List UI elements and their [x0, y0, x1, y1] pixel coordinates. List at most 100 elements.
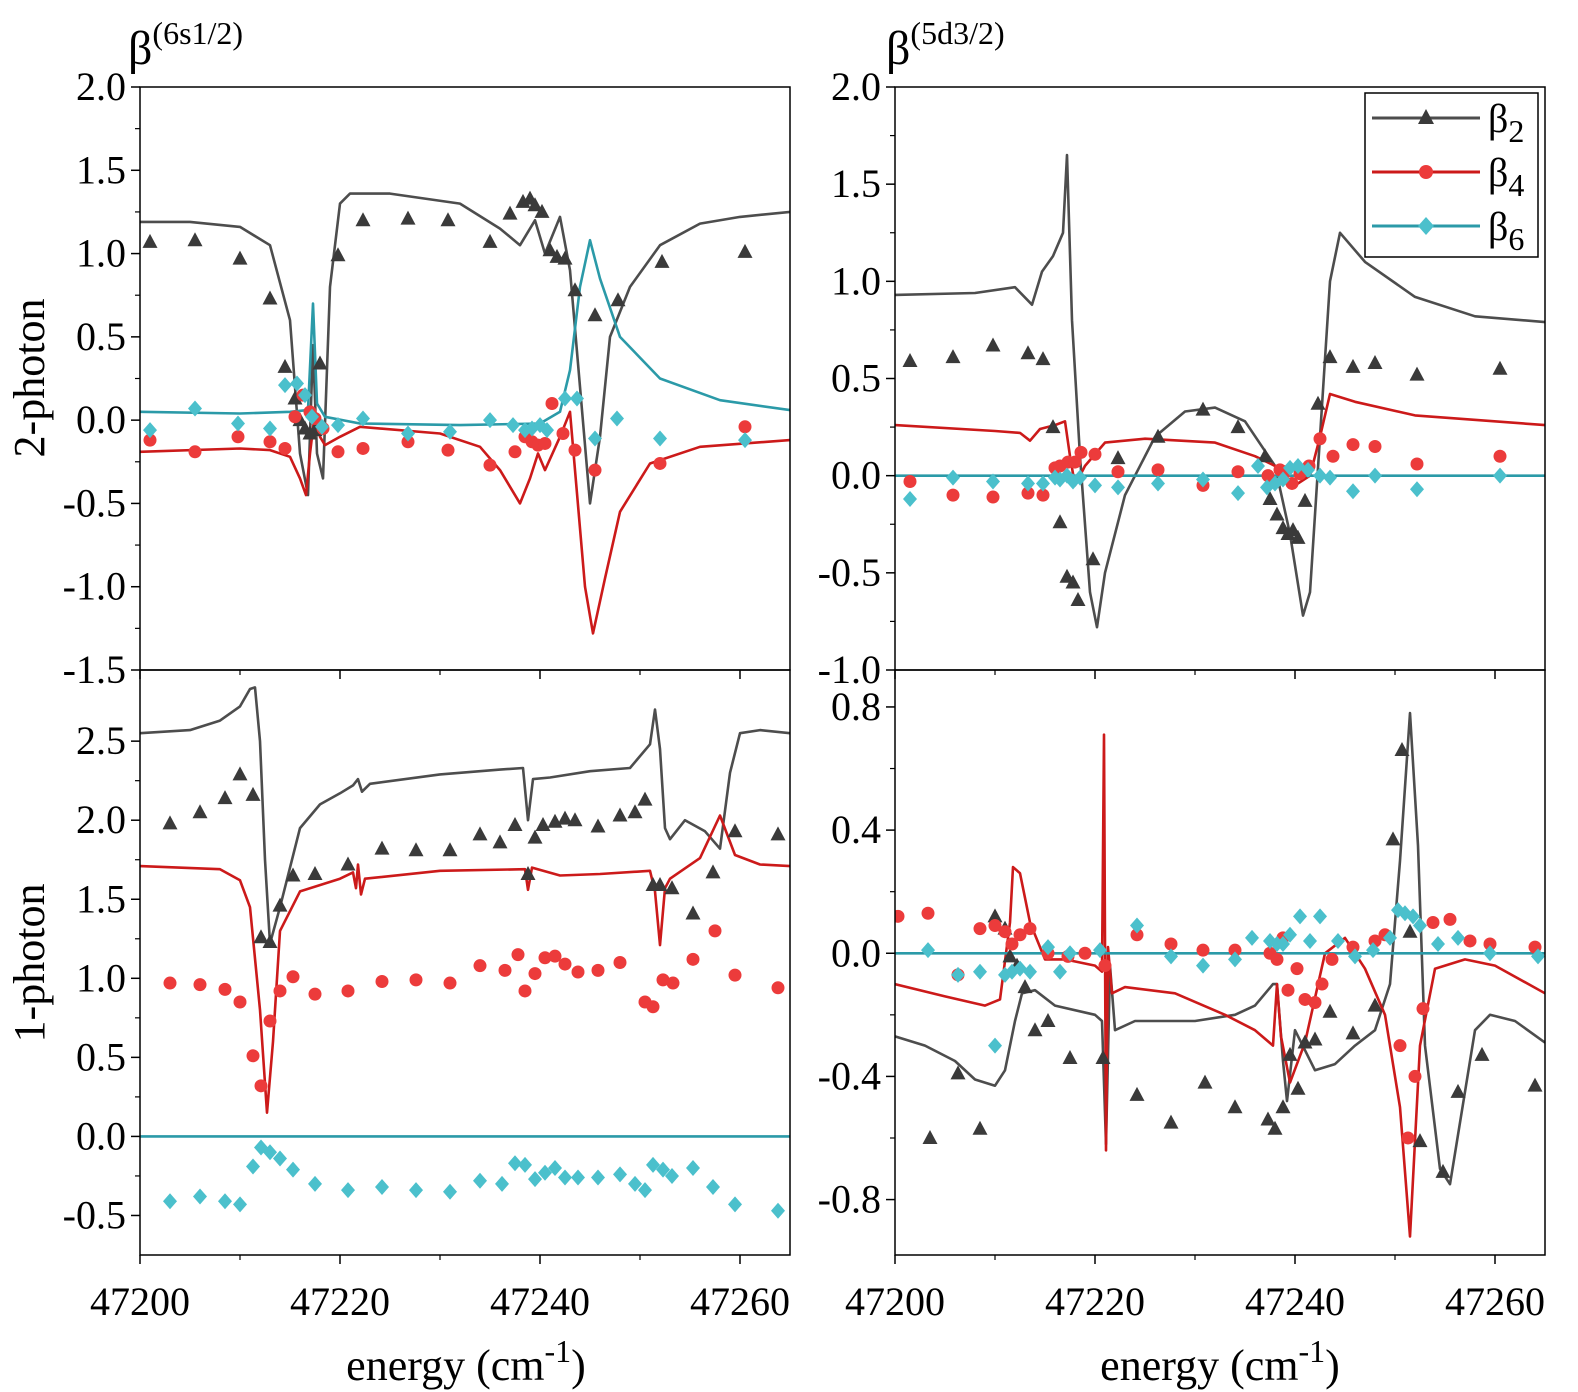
data-point-beta4	[548, 949, 562, 963]
data-point-beta6	[558, 390, 572, 407]
data-point-beta4	[286, 970, 300, 984]
data-point-beta6	[193, 1188, 207, 1205]
data-point-beta2	[162, 815, 178, 830]
data-point-beta2	[567, 812, 583, 827]
data-point-beta4	[1088, 447, 1102, 461]
data-point-beta2	[340, 856, 356, 871]
data-point-beta4	[656, 973, 670, 987]
data-point-beta4	[686, 952, 700, 966]
data-point-beta2	[1345, 358, 1361, 373]
data-point-beta6	[548, 1160, 562, 1177]
data-point-beta4	[568, 443, 582, 457]
data-point-beta6	[231, 415, 245, 432]
data-point-beta2	[1307, 1031, 1323, 1046]
data-point-beta6	[163, 1193, 177, 1210]
data-point-beta4	[278, 441, 292, 455]
data-point-beta2	[355, 212, 371, 227]
data-point-beta4	[708, 924, 722, 938]
data-point-beta4	[728, 968, 742, 982]
data-point-beta2	[1492, 360, 1508, 375]
data-point-beta4	[771, 981, 785, 995]
data-point-beta2	[1262, 490, 1278, 505]
data-point-beta4	[556, 426, 570, 440]
data-point-beta2	[1367, 997, 1383, 1012]
data-point-beta4	[1196, 943, 1210, 957]
data-point-beta6	[188, 400, 202, 417]
data-point-beta4	[273, 984, 287, 998]
panel-5d-1-photon: -0.8 -0.4 0.0 0.4 0.8 47200 47220 47240 47260	[818, 669, 1546, 1324]
data-point-beta2	[972, 1120, 988, 1135]
legend-box	[1364, 92, 1539, 258]
data-point-beta4	[473, 959, 487, 973]
data-point-beta6	[1196, 471, 1210, 488]
data-point-beta2	[1275, 1099, 1291, 1114]
fit-line-beta4	[140, 814, 790, 1114]
row-title-2-photon: 2-photon	[5, 299, 54, 458]
data-point-beta6	[518, 1156, 532, 1173]
data-point-beta6	[638, 1182, 652, 1199]
data-point-beta6	[558, 1169, 572, 1186]
data-point-beta4	[508, 445, 522, 459]
data-point-beta4	[1298, 992, 1312, 1006]
data-point-beta4	[1228, 943, 1242, 957]
data-point-beta4	[1021, 486, 1035, 500]
data-point-beta4	[143, 433, 157, 447]
data-point-beta4	[263, 435, 277, 449]
data-point-beta2	[192, 804, 208, 819]
data-point-beta4	[254, 1079, 268, 1093]
data-point-beta2	[1402, 923, 1418, 938]
legend-marker-beta6	[1418, 217, 1434, 235]
legend-item-beta6: β6	[1372, 204, 1524, 257]
y-tick-label: 1.0	[831, 258, 881, 303]
data-point-beta6	[1531, 948, 1545, 965]
data-point-beta2	[1150, 428, 1166, 443]
data-point-beta2	[557, 810, 573, 825]
y-tick-label: 2.0	[831, 64, 881, 109]
data-point-beta2	[262, 933, 278, 948]
data-point-beta4	[738, 420, 752, 434]
data-point-beta4	[1023, 922, 1037, 936]
data-point-beta2	[330, 247, 346, 262]
data-point-beta4	[988, 919, 1002, 933]
data-point-beta4	[1270, 952, 1284, 966]
data-point-beta6	[1073, 469, 1087, 486]
data-point-beta2	[587, 307, 603, 322]
data-point-beta6	[1151, 475, 1165, 492]
data-point-beta6	[706, 1179, 720, 1196]
data-point-beta6	[233, 1196, 247, 1213]
data-point-beta6	[506, 417, 520, 434]
data-point-beta2	[1070, 592, 1086, 607]
data-point-beta6	[591, 1169, 605, 1186]
data-point-beta4	[356, 441, 370, 455]
fit-line-beta2	[140, 686, 790, 945]
data-point-beta2	[1290, 529, 1306, 544]
data-point-beta4	[1426, 915, 1440, 929]
data-point-beta2	[1282, 1046, 1298, 1061]
data-point-beta6	[483, 412, 497, 429]
data-point-beta2	[1260, 1111, 1276, 1126]
x-tick-label: 47220	[1045, 1279, 1145, 1324]
data-point-beta2	[1267, 1120, 1283, 1135]
data-point-beta6	[1413, 917, 1427, 934]
data-point-beta2	[685, 905, 701, 920]
data-point-beta4	[1443, 912, 1457, 926]
data-point-beta6	[1063, 945, 1077, 962]
data-point-beta4	[288, 410, 302, 424]
data-point-beta4	[1164, 937, 1178, 951]
data-point-beta2	[1062, 1049, 1078, 1064]
data-point-beta4	[1393, 1039, 1407, 1053]
y-tick-label: 1.0	[76, 955, 126, 1000]
data-point-beta4	[443, 976, 457, 990]
data-point-beta6	[263, 420, 277, 437]
data-point-beta4	[231, 430, 245, 444]
data-point-beta4	[441, 443, 455, 457]
data-point-beta4	[1483, 937, 1497, 951]
data-point-beta2	[1474, 1046, 1490, 1061]
data-point-beta2	[507, 816, 523, 831]
data-point-beta4	[571, 965, 585, 979]
data-point-beta2	[1163, 1114, 1179, 1129]
data-point-beta6	[1303, 932, 1317, 949]
fit-line-beta4	[895, 392, 1545, 487]
y-tick-label: -0.4	[818, 1053, 881, 1098]
